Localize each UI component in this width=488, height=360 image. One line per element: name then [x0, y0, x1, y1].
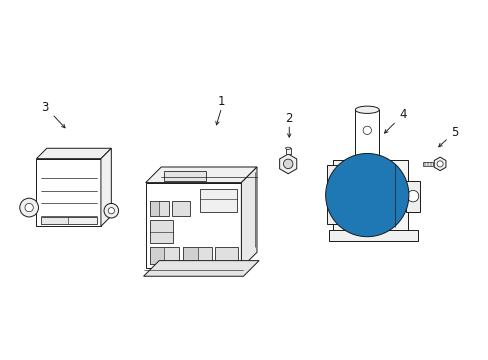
- Circle shape: [407, 190, 418, 202]
- Text: 1: 1: [218, 95, 225, 108]
- Circle shape: [339, 167, 395, 223]
- Polygon shape: [326, 165, 336, 224]
- Polygon shape: [328, 230, 417, 241]
- Bar: [149, 220, 172, 243]
- Polygon shape: [143, 261, 259, 276]
- Bar: [405, 180, 420, 212]
- Ellipse shape: [285, 147, 290, 149]
- Polygon shape: [36, 148, 111, 159]
- Polygon shape: [145, 183, 241, 268]
- Circle shape: [350, 179, 383, 212]
- Bar: [149, 247, 179, 264]
- Bar: [355, 110, 379, 164]
- Bar: [422, 162, 432, 166]
- Circle shape: [325, 153, 408, 237]
- Circle shape: [363, 126, 371, 135]
- Text: 3: 3: [41, 101, 48, 114]
- Ellipse shape: [355, 160, 379, 167]
- Bar: [41, 217, 97, 224]
- Bar: [215, 247, 238, 264]
- Polygon shape: [332, 160, 407, 233]
- Bar: [164, 171, 205, 180]
- Circle shape: [436, 161, 442, 167]
- Bar: [285, 148, 290, 154]
- Polygon shape: [241, 167, 257, 268]
- Bar: [149, 201, 159, 216]
- Bar: [183, 247, 197, 264]
- Polygon shape: [433, 157, 445, 171]
- Ellipse shape: [355, 106, 379, 113]
- Circle shape: [20, 198, 39, 217]
- Circle shape: [25, 203, 33, 212]
- Polygon shape: [145, 167, 257, 183]
- Polygon shape: [36, 159, 101, 226]
- Bar: [41, 217, 67, 224]
- Bar: [183, 247, 212, 264]
- Bar: [149, 247, 164, 264]
- Text: 4: 4: [398, 108, 406, 121]
- Polygon shape: [101, 148, 111, 226]
- Polygon shape: [279, 154, 296, 174]
- Circle shape: [283, 159, 292, 168]
- Circle shape: [108, 208, 114, 214]
- Circle shape: [327, 156, 406, 235]
- Bar: [149, 201, 168, 216]
- Bar: [200, 189, 237, 212]
- Circle shape: [104, 203, 119, 218]
- Text: 2: 2: [285, 112, 292, 125]
- Bar: [171, 201, 190, 216]
- Circle shape: [360, 189, 373, 201]
- Text: 5: 5: [450, 126, 457, 139]
